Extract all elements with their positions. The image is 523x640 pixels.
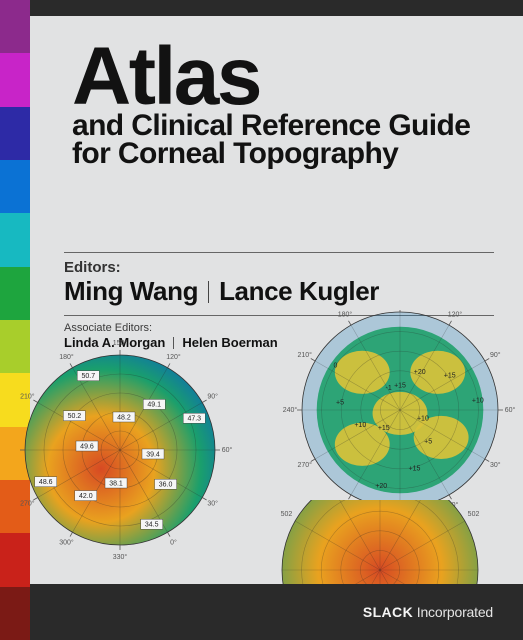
svg-text:300°: 300° — [59, 539, 74, 547]
title-main: Atlas — [72, 40, 495, 114]
editor-divider — [208, 281, 209, 303]
svg-text:+20: +20 — [414, 369, 426, 376]
bottom-bar: SLACK Incorporated — [30, 584, 523, 640]
svg-text:60°: 60° — [505, 406, 516, 414]
svg-text:180°: 180° — [338, 311, 353, 319]
svg-text:+20: +20 — [375, 483, 387, 490]
book-cover: Atlas and Clinical Reference Guide for C… — [0, 0, 523, 640]
svg-text:50.7: 50.7 — [81, 373, 95, 380]
svg-text:210°: 210° — [20, 392, 35, 400]
top-dark-bar — [30, 0, 523, 16]
svg-text:+10: +10 — [472, 397, 484, 404]
svg-text:270°: 270° — [20, 499, 35, 507]
svg-text:330°: 330° — [113, 553, 128, 561]
svg-text:60°: 60° — [222, 446, 233, 454]
svg-text:47.3: 47.3 — [187, 416, 201, 423]
svg-text:150°: 150° — [113, 340, 128, 347]
svg-text:180°: 180° — [59, 353, 74, 361]
publisher-rest: Incorporated — [413, 604, 493, 620]
svg-text:0°: 0° — [170, 539, 177, 547]
svg-text:30°: 30° — [490, 461, 501, 469]
svg-text:270°: 270° — [297, 461, 312, 469]
editor-1: Ming Wang — [64, 276, 198, 307]
svg-text:+10: +10 — [354, 422, 366, 429]
subtitle-line-2: for Corneal Topography — [72, 138, 495, 170]
svg-text:120°: 120° — [166, 353, 181, 361]
svg-text:120°: 120° — [448, 311, 463, 319]
svg-text:49.1: 49.1 — [147, 402, 161, 409]
svg-text:38.1: 38.1 — [109, 480, 123, 487]
svg-text:+10: +10 — [417, 416, 429, 423]
svg-text:240°: 240° — [283, 406, 298, 414]
svg-text:+15: +15 — [394, 382, 406, 389]
publisher: SLACK Incorporated — [363, 604, 493, 620]
publisher-brand: SLACK — [363, 604, 413, 620]
svg-text:48.6: 48.6 — [39, 479, 53, 486]
svg-text:42.0: 42.0 — [79, 493, 93, 500]
svg-text:502: 502 — [468, 511, 480, 518]
editors-label: Editors: — [64, 259, 493, 276]
svg-text:36.0: 36.0 — [159, 482, 173, 489]
editor-2: Lance Kugler — [219, 276, 379, 307]
title-block: Atlas and Clinical Reference Guide for C… — [72, 40, 495, 171]
svg-text:49.6: 49.6 — [80, 443, 94, 450]
divider-rule — [64, 252, 494, 253]
editors-names: Ming Wang Lance Kugler — [64, 276, 493, 307]
svg-text:-1: -1 — [385, 385, 391, 392]
svg-text:+15: +15 — [409, 466, 421, 473]
svg-text:90°: 90° — [207, 392, 218, 400]
svg-text:30°: 30° — [207, 499, 218, 507]
svg-text:39.4: 39.4 — [146, 451, 160, 458]
svg-text:502: 502 — [281, 511, 293, 518]
svg-text:+5: +5 — [424, 439, 432, 446]
topography-maps: 150°120°90°60°30°0°330°300°270°240°210°1… — [30, 350, 523, 584]
svg-text:210°: 210° — [297, 351, 312, 359]
svg-text:0: 0 — [334, 362, 338, 369]
svg-text:+15: +15 — [378, 425, 390, 432]
svg-text:48.2: 48.2 — [117, 414, 131, 421]
svg-text:90°: 90° — [490, 351, 501, 359]
svg-text:+15: +15 — [444, 373, 456, 380]
svg-text:+5: +5 — [336, 400, 344, 407]
topography-map-left: 150°120°90°60°30°0°330°300°270°240°210°1… — [20, 340, 260, 580]
svg-text:34.5: 34.5 — [145, 522, 159, 529]
svg-text:50.2: 50.2 — [68, 413, 82, 420]
